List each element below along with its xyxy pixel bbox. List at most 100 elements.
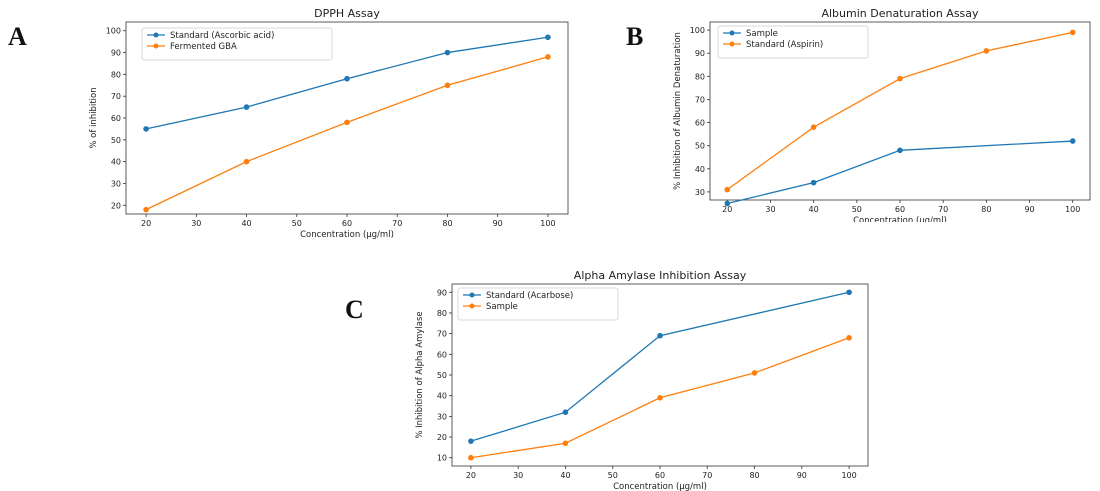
y-tick-label: 90	[437, 288, 447, 297]
x-tick-label: 30	[765, 205, 775, 214]
x-tick-label: 90	[493, 219, 503, 228]
data-point	[724, 200, 731, 207]
x-tick-label: 20	[466, 471, 476, 480]
x-tick-label: 30	[513, 471, 523, 480]
x-tick-label: 40	[809, 205, 819, 214]
data-point	[444, 82, 451, 89]
albumin-denaturation-chart: Albumin Denaturation Assay 20 30 40 50 60 70 80…	[673, 7, 1091, 222]
y-tick-label: 30	[111, 179, 121, 188]
y-tick-label: 60	[695, 119, 705, 128]
data-point	[1069, 29, 1076, 36]
y-tick-label: 90	[111, 49, 121, 58]
legend-box	[457, 287, 619, 321]
y-tick-label: 70	[695, 95, 705, 104]
y-tick-label: 30	[437, 412, 447, 421]
legend-label: Sample	[486, 302, 518, 312]
x-tick-label: 100	[540, 219, 555, 228]
y-tick-label: 50	[437, 371, 447, 380]
y-axis-label: % Inhibition of Albumin Denaturation	[673, 32, 683, 190]
legend-label: Standard (Ascorbic acid)	[170, 31, 274, 41]
data-point	[846, 289, 852, 296]
data-point	[143, 206, 149, 213]
y-tick-label: 60	[437, 350, 447, 359]
data-point	[846, 334, 852, 341]
panel-letter-b: B	[626, 22, 644, 51]
data-point	[562, 440, 569, 447]
panel-letter-a: A	[8, 22, 27, 51]
data-point	[724, 186, 731, 193]
data-point	[243, 104, 250, 110]
dpph-assay-chart: DPPH Assay 20 30 40 50 60 70 80 90 100 20 30 40 50 60 7…	[89, 7, 569, 240]
y-tick-label: 20	[111, 201, 121, 210]
x-tick-label: 60	[342, 219, 352, 228]
legend-box	[717, 25, 869, 59]
y-axis-label: % Inhibition of Alpha Amylase	[415, 311, 425, 438]
data-point	[562, 409, 569, 416]
x-tick-label: 30	[191, 219, 201, 228]
x-tick-label: 80	[442, 219, 452, 228]
data-point	[545, 34, 551, 41]
x-tick-label: 90	[797, 471, 807, 480]
y-tick-label: 70	[111, 92, 121, 101]
x-tick-label: 50	[292, 219, 302, 228]
y-tick-label: 20	[437, 433, 447, 442]
x-tick-label: 70	[938, 205, 948, 214]
y-tick-label: 30	[695, 188, 705, 197]
legend-label: Sample	[746, 29, 778, 39]
panel-letter-c: C	[345, 295, 364, 324]
y-tick-label: 10	[437, 454, 447, 463]
y-tick-label: 100	[106, 27, 121, 36]
legend-marker	[153, 32, 159, 38]
x-tick-label: 20	[722, 205, 732, 214]
legend-label: Fermented GBA	[170, 42, 237, 52]
data-point	[810, 179, 817, 186]
y-tick-label: 50	[695, 142, 705, 151]
x-axis-label: Concentration (µg/ml)	[613, 482, 707, 491]
legend-marker	[469, 303, 475, 309]
y-tick-label: 60	[111, 114, 121, 123]
y-tick-label: 80	[437, 309, 447, 318]
data-point	[243, 158, 250, 165]
data-point	[344, 119, 350, 126]
x-tick-label: 60	[895, 205, 905, 214]
legend-marker	[729, 41, 735, 47]
chart-title: Alpha Amylase Inhibition Assay	[574, 269, 747, 282]
x-tick-label: 60	[655, 471, 665, 480]
data-point	[657, 394, 663, 401]
x-tick-label: 50	[608, 471, 618, 480]
y-tick-label: 100	[690, 26, 705, 35]
x-tick-label: 40	[241, 219, 251, 228]
y-tick-label: 40	[437, 392, 447, 401]
legend-box	[141, 27, 333, 61]
y-axis-label: % of inhibition	[89, 87, 99, 148]
y-tick-label: 40	[111, 158, 121, 167]
x-tick-label: 50	[852, 205, 862, 214]
x-tick-label: 40	[560, 471, 570, 480]
x-axis-label: Concentration (µg/ml)	[853, 216, 947, 222]
data-point	[897, 75, 903, 82]
legend-label: Standard (Acarbose)	[486, 291, 573, 301]
x-tick-label: 100	[841, 471, 856, 480]
alpha-amylase-chart: Alpha Amylase Inhibition Assay 20 30 40 50 60…	[415, 269, 869, 491]
chart-title: DPPH Assay	[314, 7, 380, 20]
data-point	[143, 126, 149, 132]
legend-marker	[469, 292, 475, 298]
legend-marker	[729, 30, 735, 36]
data-point	[468, 438, 474, 444]
data-point	[897, 147, 903, 154]
y-tick-label: 70	[437, 330, 447, 339]
y-tick-label: 40	[695, 165, 705, 174]
y-tick-label: 90	[695, 49, 705, 58]
x-tick-label: 90	[1024, 205, 1034, 214]
data-point	[444, 49, 451, 56]
y-tick-label: 50	[111, 136, 121, 145]
series-line-1	[470, 291, 850, 442]
x-tick-label: 80	[981, 205, 991, 214]
series-line-1	[727, 140, 1073, 205]
x-tick-label: 70	[702, 471, 712, 480]
y-tick-label: 80	[111, 70, 121, 79]
x-axis-label: Concentration (µg/ml)	[300, 230, 394, 240]
data-point	[545, 54, 551, 60]
data-point	[810, 124, 817, 130]
data-point	[1069, 138, 1076, 144]
